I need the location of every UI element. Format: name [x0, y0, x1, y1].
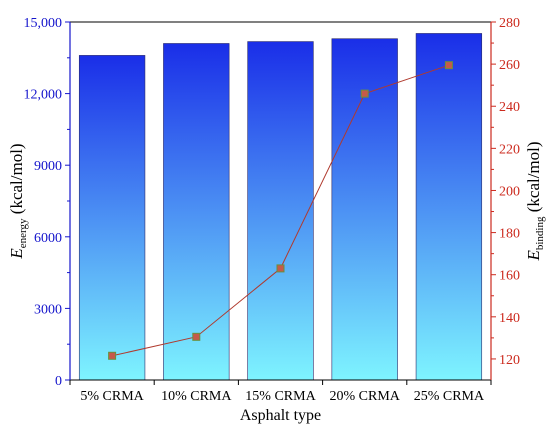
x-tick-label: 20% CRMA: [329, 389, 400, 404]
right-tick-label: 180: [499, 227, 520, 242]
left-axis-title: Eenergy (kcal/mol): [7, 143, 29, 259]
right-tick-label: 260: [499, 58, 520, 73]
binding-energy-marker-5: [444, 61, 453, 70]
right-tick-label: 120: [499, 353, 520, 368]
bar-5: [415, 33, 483, 381]
binding-energy-marker-4: [360, 89, 369, 98]
right-axis-title-subscript: binding: [534, 216, 546, 250]
bar-2: [163, 43, 230, 381]
left-tick-label: 9000: [34, 159, 62, 174]
binding-energy-marker-3: [276, 264, 285, 273]
right-tick-label: 140: [499, 311, 520, 326]
bar-3: [247, 41, 314, 381]
right-axis-title-unit: (kcal/mol): [524, 141, 543, 216]
left-axis-title-unit: (kcal/mol): [7, 143, 26, 218]
right-tick-label: 200: [499, 184, 520, 199]
x-axis-title: Asphalt type: [240, 407, 321, 424]
left-tick-label: 3000: [34, 302, 62, 317]
right-axis-title-symbol: E: [524, 250, 543, 262]
right-tick-label: 220: [499, 142, 520, 157]
left-tick-label: 0: [55, 374, 62, 389]
right-tick-label: 240: [499, 100, 520, 115]
right-tick-label: 280: [499, 16, 520, 31]
binding-energy-marker-2: [192, 332, 201, 341]
x-tick-label: 5% CRMA: [80, 389, 144, 404]
axes-layer: [65, 21, 496, 385]
binding-energy-line-layer: [108, 61, 453, 360]
left-axis-title-symbol: E: [7, 248, 26, 260]
right-tick-label: 160: [499, 269, 520, 284]
left-axis-title-subscript: energy: [17, 218, 29, 248]
labels-layer: 0 3000 6000 9000 12,000 15,000 120 140 160 180 200…: [7, 16, 546, 424]
left-tick-label: 15,000: [24, 16, 63, 31]
left-tick-label: 12,000: [24, 88, 63, 103]
left-tick-label: 6000: [34, 231, 62, 246]
bar-1: [78, 55, 146, 381]
x-tick-label: 15% CRMA: [245, 389, 316, 404]
x-tick-label: 25% CRMA: [414, 389, 485, 404]
right-axis-title: Ebinding (kcal/mol): [524, 141, 546, 261]
bars-layer: [78, 33, 483, 381]
binding-energy-marker-1: [108, 351, 117, 360]
x-tick-label: 10% CRMA: [161, 389, 232, 404]
